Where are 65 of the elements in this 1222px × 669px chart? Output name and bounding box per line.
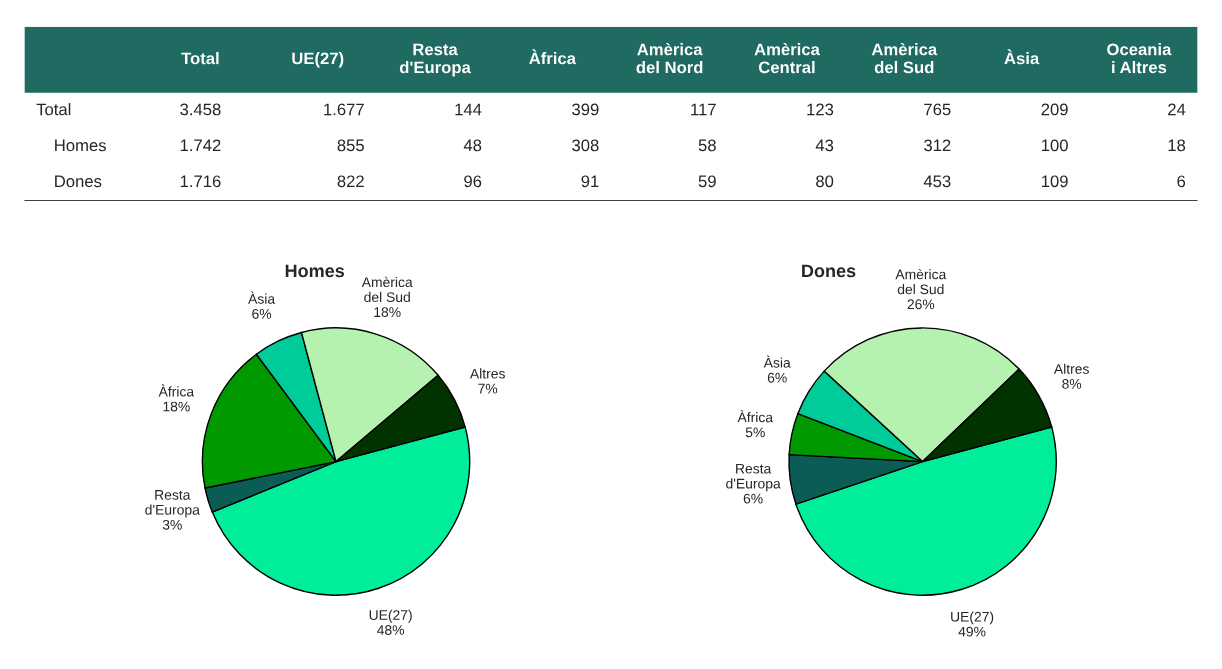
text: 6 — [1177, 175, 1186, 188]
data-label: 26% — [907, 299, 935, 310]
text: 100 — [1041, 139, 1068, 152]
text: 765 — [924, 103, 951, 116]
category-label: Àsia — [1004, 49, 1040, 65]
category-label: Oceania i Altres — [1107, 43, 1172, 74]
slice-label: UE(27) — [951, 611, 994, 625]
text: 117 — [691, 103, 716, 116]
slice-label: Altres — [1053, 363, 1089, 374]
data-label: 18% — [163, 401, 190, 412]
category-label: Dones — [55, 175, 102, 188]
text: 24 — [1168, 103, 1186, 116]
slice-label: Àfrica — [737, 410, 774, 423]
text: 123 — [807, 103, 834, 116]
text: 43 — [815, 139, 834, 152]
text: 1.716 — [180, 175, 221, 188]
data-label: 7% — [478, 383, 498, 394]
data-label: 6% — [767, 372, 787, 383]
text: 1.677 — [324, 103, 364, 116]
text: 18 — [1168, 139, 1186, 152]
category-label: Resta d'Europa — [399, 43, 471, 77]
chart-title: Dones — [802, 264, 856, 278]
text: 453 — [923, 175, 951, 188]
slice-label: Amèrica del Sud — [361, 276, 413, 303]
text: 96 — [464, 175, 482, 188]
slice-label: Àsia — [248, 291, 276, 304]
data-label: 5% — [745, 427, 765, 438]
text: 80 — [816, 175, 834, 188]
text: 144 — [455, 103, 482, 116]
text: 399 — [572, 103, 599, 116]
text: 91 — [581, 175, 599, 188]
slice-label: Resta d'Europa — [145, 490, 200, 518]
slice-label: Àfrica — [158, 384, 195, 397]
data-label: 6% — [252, 308, 272, 319]
text: 308 — [572, 139, 599, 152]
category-label: Total — [181, 52, 219, 65]
category-label: UE(27) — [292, 52, 344, 68]
data-label: 48% — [377, 625, 405, 635]
slice-label: Àsia — [763, 355, 791, 368]
data-label: 18% — [374, 307, 401, 318]
slice-label: Altres — [469, 368, 505, 379]
data-label: 6% — [743, 493, 763, 504]
data-label: 8% — [1062, 378, 1082, 389]
text: 109 — [1041, 175, 1068, 188]
category-label: Total — [36, 103, 71, 116]
text: 822 — [337, 175, 364, 188]
text: 855 — [337, 139, 364, 152]
category-label: Amèrica del Sud — [871, 42, 938, 74]
text: 48 — [463, 139, 482, 152]
text: 58 — [698, 139, 716, 152]
category-label: Amèrica del Nord — [636, 42, 703, 74]
category-label: Àfrica — [529, 49, 577, 65]
text: 59 — [698, 175, 716, 188]
data-label: 49% — [958, 626, 986, 637]
slice-label: Amèrica del Sud — [895, 268, 947, 295]
data-label: 3% — [162, 519, 182, 530]
slice-label: Resta d'Europa — [726, 463, 781, 492]
chart-title: Homes — [285, 264, 345, 278]
text: 312 — [924, 139, 951, 152]
text: 3.458 — [180, 103, 221, 116]
text: 1.742 — [180, 139, 221, 152]
category-label: Amèrica Central — [754, 42, 820, 74]
category-label: Homes — [55, 139, 106, 152]
slice-label: UE(27) — [369, 609, 412, 623]
text: 209 — [1041, 103, 1068, 116]
